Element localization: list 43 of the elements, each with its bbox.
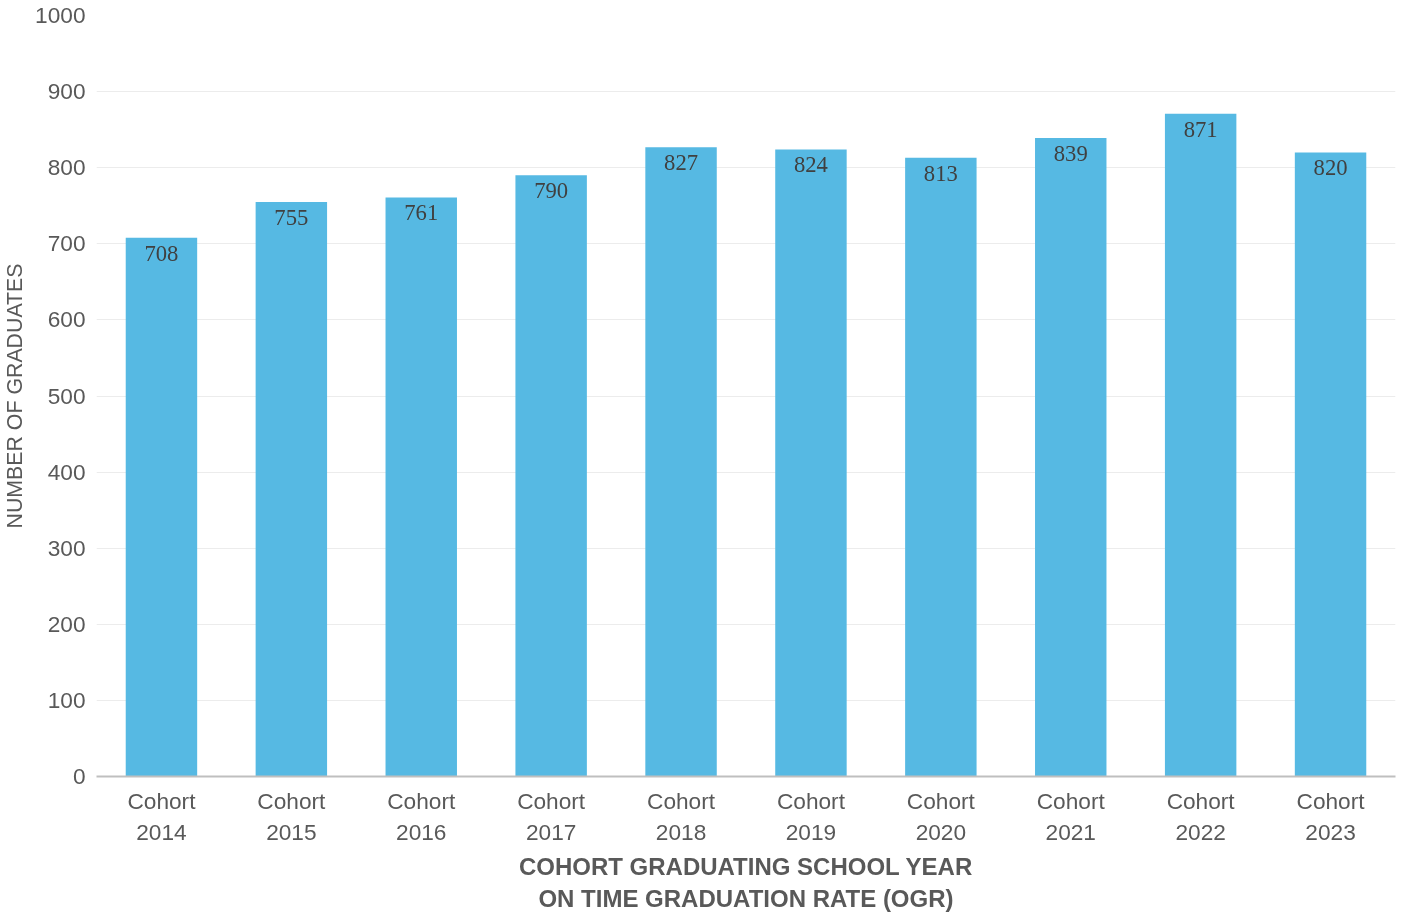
x-axis-title: COHORT GRADUATING SCHOOL YEAR ON TIME GRADUATION RATE (OGR) [518, 852, 973, 913]
bar [905, 157, 977, 777]
data-label: 871 [1183, 116, 1218, 142]
bar [255, 201, 328, 777]
y-tick-label: 400 [47, 458, 86, 485]
y-tick-label: 100 [47, 686, 86, 713]
y-tick-label: 0 [72, 763, 86, 789]
y-tick-label: 800 [47, 154, 86, 181]
y-tick-label: 300 [47, 534, 86, 561]
x-tick-label: Cohort 2019 [776, 787, 846, 845]
bar [1035, 138, 1107, 777]
data-label: 708 [144, 240, 179, 266]
data-label: 820 [1313, 155, 1348, 181]
bar [775, 149, 847, 777]
bar [125, 237, 198, 777]
bar [645, 147, 717, 777]
data-label: 761 [404, 200, 439, 226]
bar [515, 175, 587, 777]
bar [1294, 152, 1367, 777]
y-tick-label: 900 [47, 78, 86, 105]
y-tick-label: 200 [47, 610, 86, 637]
data-label: 827 [664, 150, 699, 176]
y-tick-label: 600 [47, 306, 86, 333]
bar [385, 197, 457, 777]
data-label: 790 [534, 178, 569, 204]
y-tick-label: 500 [47, 382, 86, 409]
x-tick-label: Cohort 2017 [517, 787, 586, 845]
data-label: 839 [1053, 141, 1088, 167]
y-axis-title: NUMBER OF GRADUATES [3, 263, 28, 529]
data-label: 813 [923, 160, 958, 186]
x-tick-label: Cohort 2015 [257, 787, 327, 845]
x-tick-label: Cohort 2023 [1296, 787, 1366, 845]
y-tick-label: 1000 [35, 2, 86, 28]
x-tick-label: Cohort 2014 [127, 787, 197, 845]
x-tick-label: Cohort 2021 [1036, 787, 1106, 845]
y-tick-label: 700 [47, 230, 86, 257]
bar [1164, 113, 1237, 777]
x-tick-label: Cohort 2020 [906, 787, 976, 845]
data-label: 755 [274, 204, 309, 230]
x-tick-label: Cohort 2018 [647, 787, 716, 845]
x-tick-label: Cohort 2022 [1166, 787, 1236, 845]
x-tick-label: Cohort 2016 [387, 787, 456, 845]
data-label: 824 [793, 152, 828, 178]
